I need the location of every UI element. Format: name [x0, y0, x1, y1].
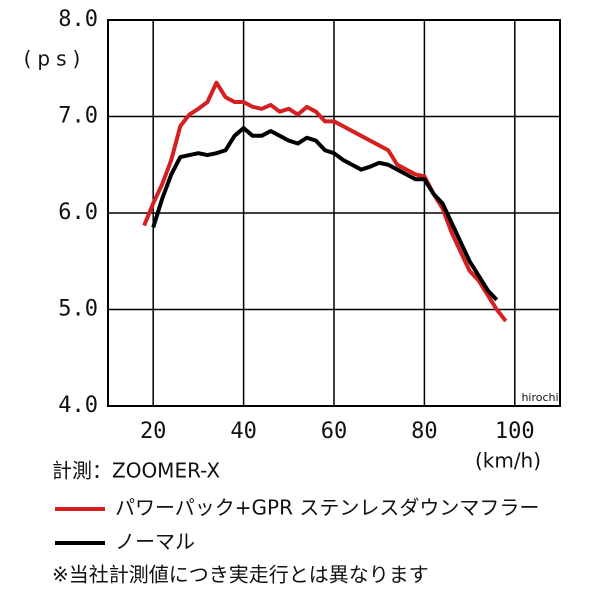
legend-label: パワーパック+GPR ステンレスダウンマフラー — [115, 496, 539, 520]
series-line — [151, 126, 499, 302]
watermark: hirochi — [521, 391, 558, 404]
y-tick-label: 5.0 — [58, 297, 98, 322]
x-axis-label: (km/h) — [475, 449, 541, 473]
note: ※当社計測値につき実走行とは異なります — [52, 563, 429, 587]
x-tick-label: 40 — [230, 419, 257, 444]
y-tick-label: 8.0 — [58, 7, 98, 32]
legend-label: ノーマル — [115, 530, 195, 554]
measured-label: 計測：ZOOMER-X — [52, 459, 220, 483]
x-tick-label: 100 — [495, 419, 535, 444]
x-tick-label: 80 — [411, 419, 438, 444]
x-tick-label: 20 — [140, 419, 167, 444]
y-tick-label: 4.0 — [58, 393, 98, 418]
y-tick-label: 6.0 — [58, 200, 98, 225]
y-tick-label: 7.0 — [58, 104, 98, 129]
series-line — [142, 80, 508, 323]
y-axis-label: (ps) — [24, 47, 87, 71]
x-tick-label: 60 — [321, 419, 348, 444]
